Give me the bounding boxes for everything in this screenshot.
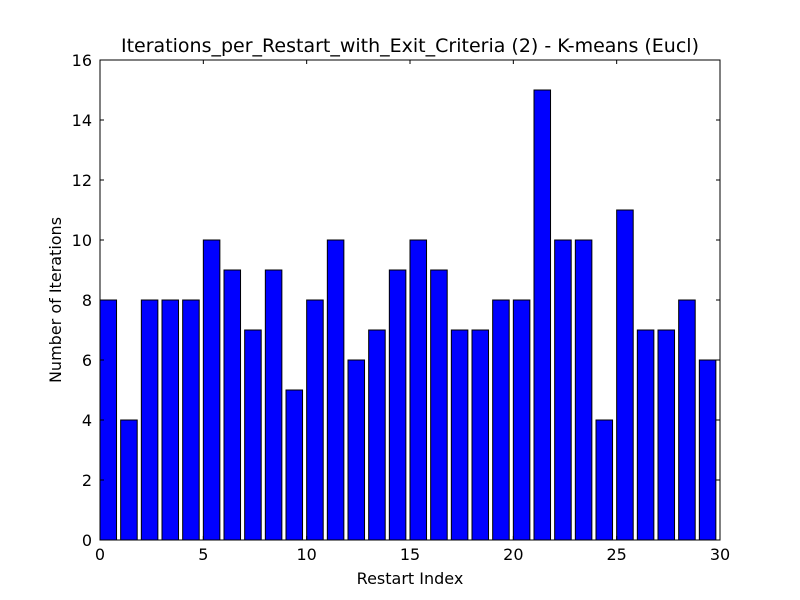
bar xyxy=(285,389,304,541)
bar xyxy=(574,239,593,541)
y-tick-label: 4 xyxy=(82,411,92,430)
bar xyxy=(306,299,324,541)
bar xyxy=(533,89,552,541)
y-tick-label: 12 xyxy=(72,171,92,190)
bar xyxy=(409,239,428,541)
bar xyxy=(120,419,138,541)
bar xyxy=(492,299,510,541)
x-tick-label: 15 xyxy=(400,545,420,564)
chart-title: Iterations_per_Restart_with_Exit_Criteri… xyxy=(121,35,699,57)
x-tick-label: 5 xyxy=(198,545,208,564)
bar xyxy=(202,239,221,541)
y-tick-label: 6 xyxy=(82,351,92,370)
bar xyxy=(223,269,242,541)
x-tick-label: 0 xyxy=(95,545,105,564)
bar xyxy=(347,359,366,541)
bar xyxy=(595,419,614,541)
x-tick-label: 25 xyxy=(606,545,626,564)
bar xyxy=(471,329,490,541)
plot-frame xyxy=(99,59,721,541)
bar xyxy=(616,209,634,541)
bar xyxy=(388,269,407,541)
y-tick-label: 2 xyxy=(82,471,92,490)
bar xyxy=(326,239,345,541)
y-tick-label: 14 xyxy=(72,111,92,130)
bar xyxy=(140,299,159,541)
y-tick-label: 8 xyxy=(82,291,92,310)
x-tick-label: 20 xyxy=(503,545,523,564)
y-tick-label: 16 xyxy=(72,51,92,70)
y-tick-label: 10 xyxy=(72,231,92,250)
y-tick-label: 0 xyxy=(82,531,92,550)
bar xyxy=(368,329,386,541)
y-axis-label: Number of Iterations xyxy=(46,217,65,383)
bar xyxy=(430,269,448,541)
bar xyxy=(182,299,200,541)
x-tick-label: 10 xyxy=(296,545,316,564)
bar xyxy=(161,299,180,541)
x-axis-label: Restart Index xyxy=(357,569,464,588)
bar xyxy=(698,359,717,541)
bar xyxy=(657,329,676,541)
bars-group xyxy=(99,89,717,541)
x-tick-label: 30 xyxy=(710,545,730,564)
bar xyxy=(636,329,655,541)
bar xyxy=(554,239,572,541)
bar xyxy=(264,269,283,541)
bar xyxy=(512,299,531,541)
bar xyxy=(678,299,696,541)
ticks-group: 0 5 10 15 20 25 30 0 2 4 6 8 10 12 14 16 xyxy=(72,51,731,564)
bar xyxy=(244,329,262,541)
bar xyxy=(450,329,469,541)
